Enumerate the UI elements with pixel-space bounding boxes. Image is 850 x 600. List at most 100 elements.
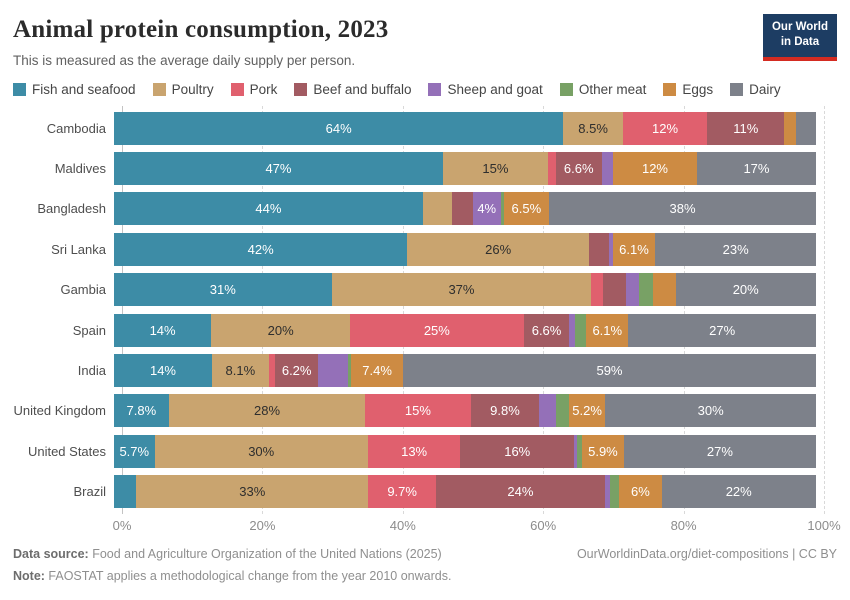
country-label[interactable]: Gambia <box>60 282 106 298</box>
bar-segment-fish-and-seafood[interactable]: 44% <box>114 192 423 226</box>
bar-segment-dairy[interactable]: 27% <box>628 313 816 347</box>
stacked-bar: 47% 15% 6.6% 12% 17% <box>114 152 816 186</box>
bar-segment-beef-and-buffalo[interactable] <box>588 232 609 266</box>
legend-item-pork[interactable]: Pork <box>230 82 277 97</box>
bar-segment-beef-and-buffalo[interactable]: 24% <box>436 475 605 509</box>
country-label[interactable]: Brazil <box>73 484 106 500</box>
bar-segment-other-meat[interactable] <box>639 273 654 307</box>
bar-segment-sheep-and-goat[interactable] <box>318 354 348 388</box>
bar-segment-other-meat[interactable] <box>609 475 620 509</box>
bar-segment-other-meat[interactable] <box>555 394 569 428</box>
bar-segment-poultry[interactable] <box>422 192 453 226</box>
bar-segment-dairy[interactable]: 38% <box>549 192 816 226</box>
country-label[interactable]: Maldives <box>54 161 106 177</box>
bar-segment-poultry[interactable]: 8.5% <box>563 111 623 145</box>
legend-item-other-meat[interactable]: Other meat <box>559 82 646 97</box>
bar-segment-other-meat[interactable] <box>575 313 587 347</box>
bar-segment-sheep-and-goat[interactable] <box>604 475 610 509</box>
bar-segment-eggs[interactable]: 5.9% <box>581 434 624 468</box>
legend-item-poultry[interactable]: Poultry <box>152 82 214 97</box>
bar-segment-other-meat[interactable] <box>576 434 582 468</box>
bar-segment-sheep-and-goat[interactable]: 4% <box>472 192 501 226</box>
legend-item-sheep-and-goat[interactable]: Sheep and goat <box>428 82 543 97</box>
bar-segment-sheep-and-goat[interactable] <box>626 273 640 307</box>
bar-segment-pork[interactable]: 9.7% <box>368 475 437 509</box>
bar-segment-dairy[interactable]: 20% <box>675 273 816 307</box>
bar-segment-beef-and-buffalo[interactable]: 6.6% <box>555 152 602 186</box>
bar-segment-eggs[interactable]: 6.1% <box>586 313 629 347</box>
bar-segment-beef-and-buffalo[interactable]: 16% <box>460 434 575 468</box>
bar-segment-fish-and-seafood[interactable]: 64% <box>114 111 564 145</box>
bar-segment-beef-and-buffalo[interactable] <box>602 273 627 307</box>
bar-segment-fish-and-seafood[interactable]: 14% <box>114 313 212 347</box>
legend-item-eggs[interactable]: Eggs <box>663 82 713 97</box>
owid-logo[interactable]: Our World in Data <box>762 14 837 61</box>
bar-segment-poultry[interactable]: 20% <box>211 313 351 347</box>
axis-tick-label: 100% <box>807 518 841 533</box>
bar-segment-sheep-and-goat[interactable] <box>601 152 613 186</box>
owid-link[interactable]: OurWorldinData.org/diet-compositions | C… <box>576 547 837 561</box>
bar-segment-dairy[interactable]: 17% <box>696 152 816 186</box>
legend-item-beef-and-buffalo[interactable]: Beef and buffalo <box>294 82 411 97</box>
bar-segment-beef-and-buffalo[interactable]: 6.2% <box>274 354 319 388</box>
bar-segment-pork[interactable]: 25% <box>350 313 524 347</box>
bar-row: India 14% 8.1% 6.2% 7.4% 59% <box>0 350 850 390</box>
bar-segment-pork[interactable] <box>547 152 556 186</box>
bar-segment-eggs[interactable] <box>784 111 797 145</box>
bar-segment-pork[interactable]: 13% <box>367 434 461 468</box>
country-label[interactable]: Bangladesh <box>37 201 106 217</box>
bar-segment-other-meat[interactable] <box>347 354 352 388</box>
bar-segment-pork[interactable]: 12% <box>622 111 708 145</box>
bar-segment-beef-and-buffalo[interactable]: 11% <box>707 111 785 145</box>
bar-segment-fish-and-seafood[interactable]: 5.7% <box>114 434 155 468</box>
country-label[interactable]: Cambodia <box>46 120 106 136</box>
bar-segment-fish-and-seafood[interactable]: 47% <box>114 152 443 186</box>
bar-row: United States 5.7% 30% 13% 16% 5.9% 27% <box>0 431 850 471</box>
bar-segment-fish-and-seafood[interactable]: 42% <box>114 232 408 266</box>
bar-segment-eggs[interactable] <box>653 273 676 307</box>
bar-segment-sheep-and-goat[interactable] <box>608 232 613 266</box>
bar-segment-dairy[interactable]: 22% <box>661 475 816 509</box>
bar-segment-eggs[interactable]: 5.2% <box>568 394 606 428</box>
bar-segment-poultry[interactable]: 26% <box>407 232 589 266</box>
bar-segment-dairy[interactable]: 23% <box>655 232 816 266</box>
country-label[interactable]: India <box>77 363 106 379</box>
bar-segment-beef-and-buffalo[interactable] <box>452 192 473 226</box>
bar-segment-eggs[interactable]: 12% <box>613 152 697 186</box>
legend-item-fish-and-seafood[interactable]: Fish and seafood <box>13 82 136 97</box>
bar-segment-fish-and-seafood[interactable] <box>114 475 137 509</box>
bar-segment-dairy[interactable]: 27% <box>623 434 816 468</box>
country-label[interactable]: United States <box>27 443 106 459</box>
bar-segment-fish-and-seafood[interactable]: 7.8% <box>114 394 169 428</box>
bar-segment-pork[interactable] <box>268 354 275 388</box>
bar-segment-beef-and-buffalo[interactable]: 9.8% <box>470 394 540 428</box>
segment-value-label: 6.1% <box>619 241 649 257</box>
bar-segment-poultry[interactable]: 8.1% <box>211 354 269 388</box>
country-label[interactable]: Sri Lanka <box>51 241 106 257</box>
bar-segment-sheep-and-goat[interactable] <box>539 394 556 428</box>
bar-segment-eggs[interactable]: 6.5% <box>503 192 550 226</box>
bar-segment-fish-and-seafood[interactable]: 31% <box>114 273 332 307</box>
country-label[interactable]: United Kingdom <box>13 403 107 419</box>
bar-segment-pork[interactable]: 15% <box>365 394 471 428</box>
bar-segment-dairy[interactable]: 59% <box>403 354 816 388</box>
bar-segment-pork[interactable] <box>591 273 603 307</box>
legend-item-dairy[interactable]: Dairy <box>730 82 781 97</box>
bar-segment-eggs[interactable]: 7.4% <box>351 354 404 388</box>
country-label[interactable]: Spain <box>72 322 106 338</box>
bar-segment-other-meat[interactable] <box>500 192 504 226</box>
bar-segment-poultry[interactable]: 28% <box>168 394 366 428</box>
bar-segment-eggs[interactable]: 6.1% <box>612 232 656 266</box>
bar-segment-sheep-and-goat[interactable] <box>569 313 575 347</box>
bar-segment-eggs[interactable]: 6% <box>619 475 662 509</box>
bar-segment-sheep-and-goat[interactable] <box>574 434 577 468</box>
bar-segment-fish-and-seafood[interactable]: 14% <box>114 354 212 388</box>
bar-segment-poultry[interactable]: 30% <box>154 434 368 468</box>
bar-segment-poultry[interactable]: 33% <box>136 475 369 509</box>
bar-segment-beef-and-buffalo[interactable]: 6.6% <box>523 313 570 347</box>
bar-segment-poultry[interactable]: 15% <box>442 152 548 186</box>
bar-segment-poultry[interactable]: 37% <box>331 273 592 307</box>
segment-value-label: 5.2% <box>572 403 602 419</box>
bar-segment-dairy[interactable] <box>796 111 816 145</box>
bar-segment-dairy[interactable]: 30% <box>605 394 816 428</box>
